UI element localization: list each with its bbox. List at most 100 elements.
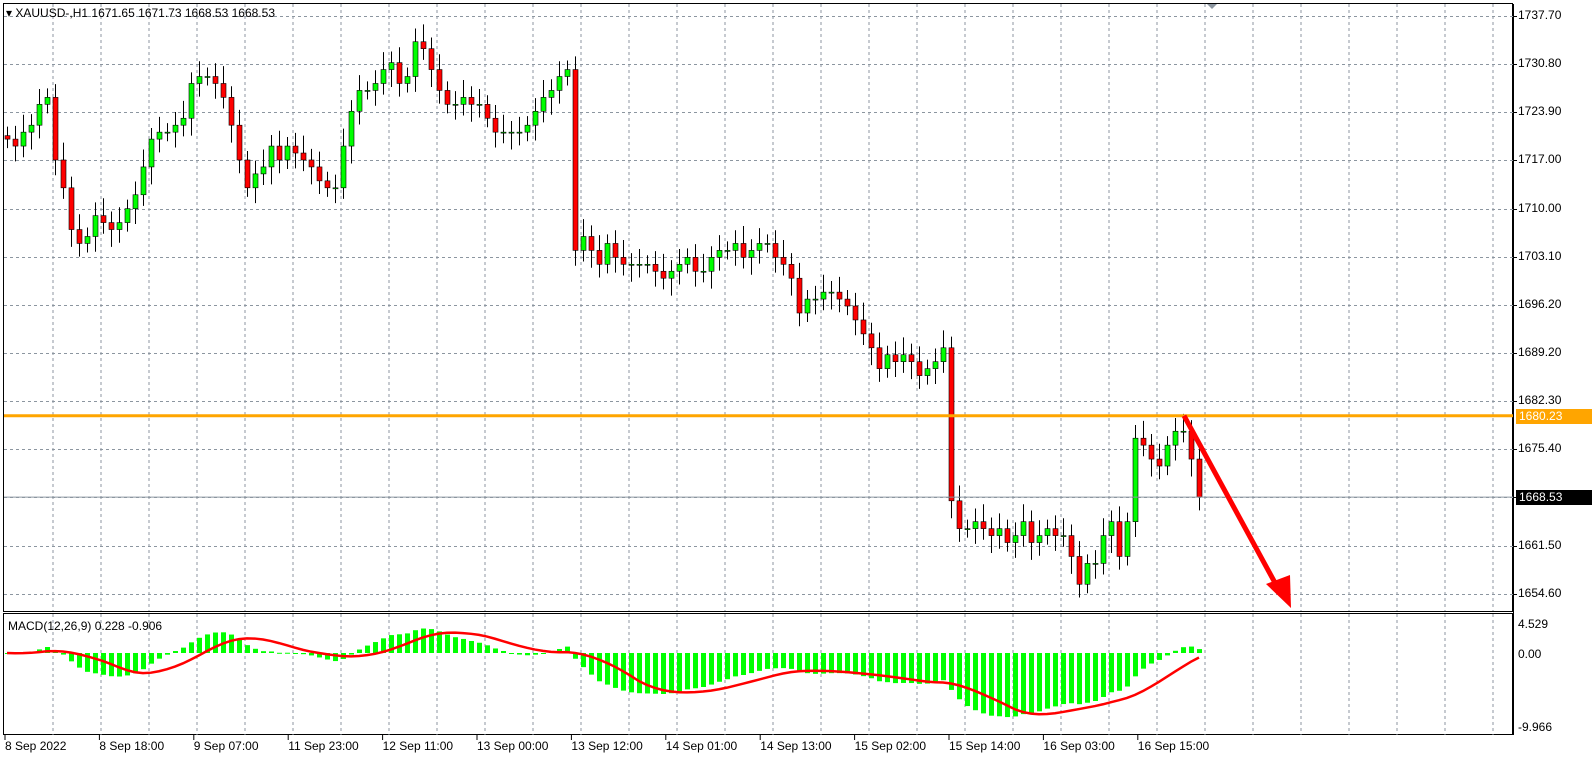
macd-histogram-bar [165,653,170,655]
candle-body [292,145,299,154]
macd-signal-line [6,631,1200,716]
macd-histogram-bar [1149,653,1154,664]
macd-histogram-bar [941,653,946,681]
candle-body [972,521,979,529]
candle-body [844,298,851,307]
candle-body [596,250,603,265]
candle-body [1044,528,1051,536]
candle-body [476,104,483,106]
candle-body [1060,535,1067,537]
macd-histogram-bar [157,653,162,659]
candle-body [916,361,923,376]
macd-histogram-bar [69,653,74,662]
macd-histogram-bar [429,629,434,653]
macd-histogram-bar [773,653,778,669]
candle-body [236,124,243,161]
candle-body [340,145,347,189]
macd-histogram-bar [1197,649,1202,653]
price-axis-label: 1696.20 [1518,296,1562,311]
symbol-label: XAUUSD-,H1 [15,6,89,20]
candle-body [748,250,755,258]
macd-histogram-bar [645,653,650,694]
price-axis-label: 1703.10 [1518,248,1562,263]
candle-body [132,194,139,209]
macd-histogram-bar [813,653,818,674]
candle-body [436,69,443,91]
candle-body [148,138,155,168]
candle-body [84,236,91,244]
candle-body [1084,563,1091,585]
candle-body [1172,430,1179,446]
pane-separator[interactable] [3,611,1513,614]
candle-body [324,180,331,189]
time-axis-label: 14 Sep 13:00 [760,739,832,753]
macd-histogram-bar [749,653,754,674]
candle-body [1028,521,1035,543]
macd-histogram-bar [93,653,98,674]
candle-body [700,270,707,273]
macd-histogram-bar [453,637,458,653]
macd-histogram-bar [885,653,890,683]
candle-body [492,117,499,133]
candle-body [532,110,539,126]
candle-body [140,166,147,196]
candle-body [628,264,635,266]
candle-body [924,368,931,376]
low-value: 1668.53 [184,6,229,20]
time-axis-label: 13 Sep 12:00 [571,739,643,753]
macd-histogram-bar [357,649,362,653]
candle-body [572,69,579,251]
candle-body [468,97,475,105]
macd-histogram-bar [805,653,810,674]
macd-histogram-bar [1021,653,1026,715]
time-axis-label: 16 Sep 03:00 [1043,739,1115,753]
time-axis-label: 8 Sep 18:00 [99,739,165,753]
candle-body [68,187,75,230]
candle-body [1156,458,1163,467]
candle-body [428,48,435,70]
candle-body [524,124,531,133]
macd-histogram-bar [229,634,234,653]
candle-body [396,62,403,84]
current-price-tag: 1668.53 [1516,490,1592,505]
macd-histogram-bar [821,653,826,674]
candle-body [948,347,955,502]
macd-histogram-bar [365,645,370,653]
candle-body [172,124,179,133]
time-axis-label: 12 Sep 11:00 [382,739,454,753]
candle-body [28,124,35,133]
macd-histogram-bar [925,653,930,684]
candle-body [364,90,371,92]
price-axis-label: 1661.50 [1518,538,1562,552]
macd-histogram-bar [1181,647,1186,653]
candle-body [484,104,491,119]
macd-histogram-bar [125,653,130,676]
macd-histogram-bar [829,653,834,674]
candle-body [732,243,739,251]
price-axis-label: 1689.20 [1518,345,1562,360]
macd-axis-zero: 0.00 [1518,647,1542,661]
macd-histogram-bar [397,634,402,653]
dropdown-triangle-icon[interactable]: ▾ [6,6,13,20]
candle-body [204,76,211,78]
macd-histogram-bar [509,653,514,654]
macd-histogram-bar [917,653,922,684]
macd-histogram-bar [973,653,978,711]
candle-body [300,152,307,161]
macd-histogram-bar [173,651,178,653]
macd-histogram-bar [1101,653,1106,697]
macd-histogram-bar [1125,653,1130,687]
macd-histogram-bar [933,653,938,683]
candle-body [804,298,811,314]
candle-body [1164,444,1171,467]
macd-histogram-bar [853,653,858,675]
candle-body [404,76,411,84]
macd-histogram-bar [133,653,138,674]
macd-histogram-bar [717,653,722,682]
candle-body [836,291,843,300]
macd-histogram-bar [437,631,442,653]
candle-body [884,354,891,369]
price-axis-label: 1682.30 [1518,393,1562,408]
candle-body [756,243,763,251]
